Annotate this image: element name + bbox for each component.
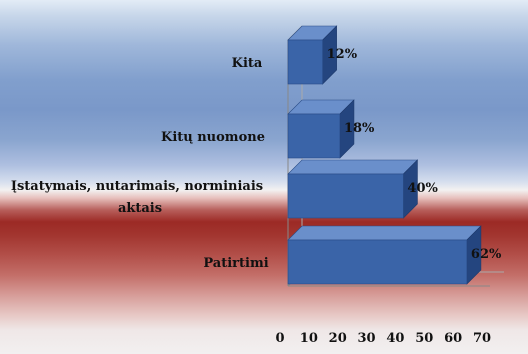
bar-top-face: [287, 225, 482, 241]
x-tick-label: 70: [473, 331, 491, 346]
x-tick-label: 50: [415, 331, 433, 346]
category-label: Patirtimi: [203, 256, 268, 271]
x-tick-labels: 0 10 20 30 40 50 60 70: [275, 331, 491, 346]
bar: [287, 159, 419, 219]
category-labels: Kita Kitų nuomone Įstatymais, nutarimais, …: [11, 56, 269, 271]
bar-top-face: [287, 159, 419, 175]
bar: [287, 25, 338, 85]
x-tick-label: 30: [358, 331, 376, 346]
x-tick-label: 20: [329, 331, 347, 346]
bar-front-face: [287, 173, 404, 219]
bar: [287, 99, 355, 159]
x-tick-label: 10: [300, 331, 318, 346]
x-tick-label: 60: [444, 331, 462, 346]
x-tick-label: 40: [386, 331, 404, 346]
category-label: Įstatymais, nutarimais, norminiais: [11, 179, 263, 194]
bar-group: [287, 25, 482, 285]
data-label: 40%: [407, 181, 438, 196]
data-labels: 12% 18% 40% 62%: [327, 47, 502, 262]
data-label: 18%: [344, 121, 375, 136]
data-label: 62%: [471, 247, 502, 262]
bar-front-face: [287, 239, 468, 285]
bar: [287, 225, 482, 285]
x-tick-label: 0: [275, 331, 284, 346]
bar-front-face: [287, 39, 323, 85]
category-label: aktais: [118, 201, 162, 216]
category-label: Kita: [232, 56, 263, 71]
bar-front-face: [287, 113, 341, 159]
data-label: 12%: [327, 47, 358, 62]
category-label: Kitų nuomone: [161, 130, 265, 145]
